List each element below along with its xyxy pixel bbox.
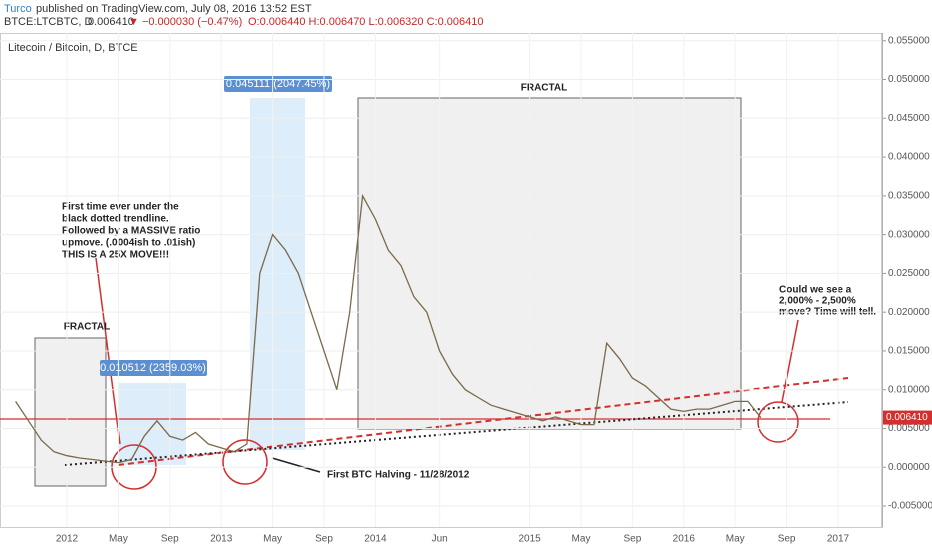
note: Could we see a2,000% - 2,500%move? Time … [779, 285, 876, 318]
note-line: upmove. (.0004ish to .01ish) [62, 238, 195, 249]
drawings [0, 76, 849, 490]
last: 0.006410 [88, 16, 134, 28]
fractal-box [34, 337, 107, 487]
note-line: THIS IS A 25X MOVE!!! [62, 250, 169, 261]
range-label: 0.045111 (2047.45%) [226, 78, 330, 90]
trendline [64, 401, 849, 466]
note-line: First time ever under the [62, 202, 179, 213]
x-tick-label: May [726, 534, 745, 545]
y-tick-label: 0.050000 [888, 74, 930, 85]
x-tick-label: Sep [161, 534, 179, 545]
x-tick-label: May [109, 534, 128, 545]
arrow [271, 457, 321, 473]
ohlc: O:0.006440 H:0.006470 L:0.006320 C:0.006… [248, 16, 483, 28]
circle [222, 439, 268, 485]
fractal-box [357, 97, 742, 430]
y-tick-label: 0.010000 [888, 384, 930, 395]
y-tick-label: 0.005000 [888, 423, 930, 434]
x-tick-label: Sep [624, 534, 642, 545]
y-tick-label: 0.030000 [888, 229, 930, 240]
note-line: Could we see a [779, 285, 852, 296]
x-tick-label: May [572, 534, 591, 545]
note-line: black dotted trendline. [62, 214, 169, 225]
x-tick-label: Sep [778, 534, 796, 545]
price-line [15, 193, 762, 464]
x-tick-label: 2017 [827, 534, 850, 545]
change: ▼ −0.000030 (−0.47%) [128, 16, 242, 28]
chart-title: Litecoin / Bitcoin, D, BTCE [8, 42, 138, 54]
x-tick-label: 2013 [210, 534, 233, 545]
y-tick-label: 0.025000 [888, 268, 930, 279]
range-label: 0.010512 (2359.03%) [100, 362, 206, 374]
note-line: Followed by a MASSIVE ratio [62, 226, 200, 237]
note-line: 2,000% - 2,500% [779, 296, 856, 307]
x-tick-label: 2012 [56, 534, 79, 545]
y-tick-label: 0.035000 [888, 190, 930, 201]
circle [757, 401, 799, 443]
price-tag [883, 410, 932, 425]
x-tick-label: 2016 [673, 534, 696, 545]
annotation: FRACTAL [521, 83, 567, 94]
y-tick-label: 0.015000 [888, 346, 930, 357]
range-box [118, 383, 186, 465]
y-tick-label: 0.040000 [888, 152, 930, 163]
x-tick-label: Sep [315, 534, 333, 545]
annotation: FRACTAL [64, 322, 110, 333]
x-tick-label: May [263, 534, 282, 545]
range-box [250, 98, 305, 450]
y-tick-label: 0.045000 [888, 113, 930, 124]
y-tick-label: -0.005000 [888, 501, 932, 512]
arrow [781, 319, 799, 403]
x-tick-label: Jun [432, 534, 448, 545]
price-tag-label: 0.006410 [886, 412, 928, 423]
symbol: BTCE:LTCBTC, D [4, 16, 92, 28]
published: published on TradingView.com, July 08, 2… [36, 3, 312, 15]
axes: -0.005000 0.000000 0.005000 0.010000 0.01500… [0, 33, 932, 545]
y-tick-label: 0.000000 [888, 462, 930, 473]
y-tick-label: 0.020000 [888, 307, 930, 318]
y-tick-label: 0.055000 [888, 35, 930, 46]
x-tick-label: 2014 [364, 534, 387, 545]
annotation: First BTC Halving - 11/28/2012 [327, 470, 470, 481]
range-label-box [100, 360, 207, 376]
author[interactable]: Turco [4, 3, 32, 15]
x-tick-label: 2015 [518, 534, 541, 545]
